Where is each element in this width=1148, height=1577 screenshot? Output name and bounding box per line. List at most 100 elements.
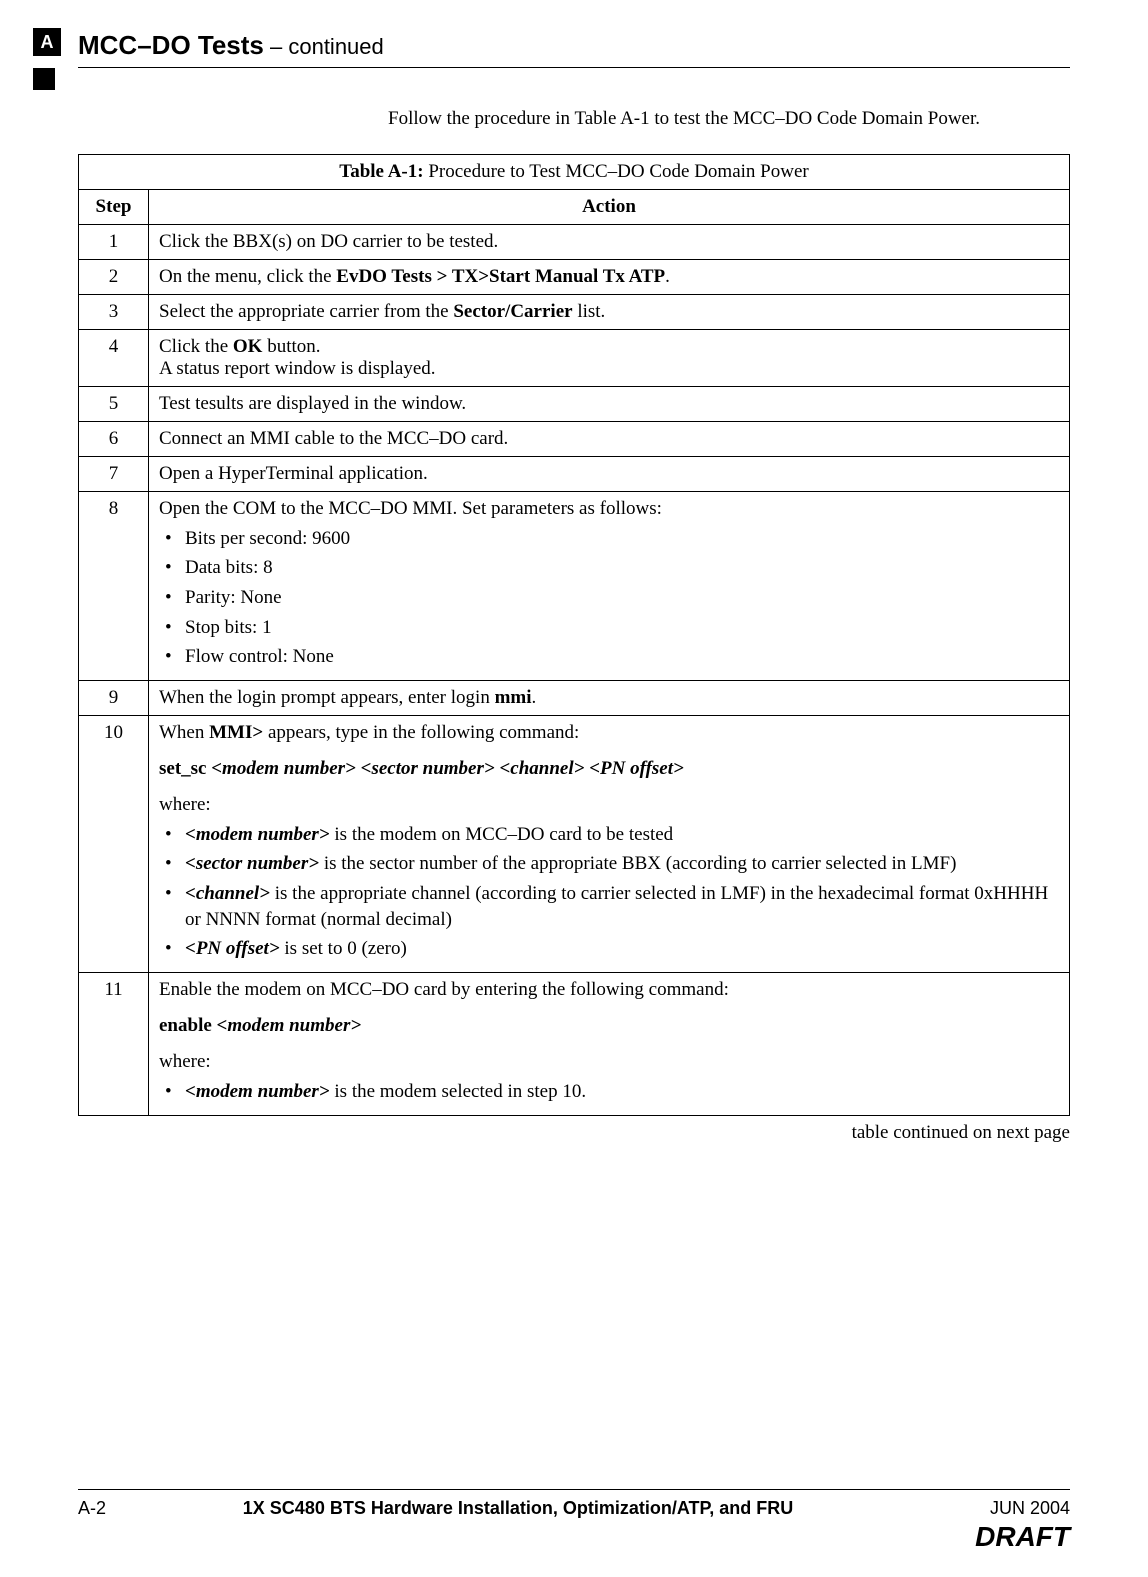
table-row: 5 Test tesults are displayed in the wind… — [79, 386, 1070, 421]
text: Enable the modem on MCC–DO card by enter… — [159, 979, 1059, 1001]
command-text: mmi — [495, 687, 532, 708]
col-header-step: Step — [79, 189, 149, 224]
step-action: Select the appropriate carrier from the … — [149, 294, 1070, 329]
table-row: 11 Enable the modem on MCC–DO card by en… — [79, 973, 1070, 1116]
draft-watermark: DRAFT — [78, 1521, 1070, 1553]
text: Open the COM to the MCC–DO MMI. Set para… — [159, 498, 1059, 520]
ui-label: OK — [233, 336, 263, 357]
command-line: set_sc <modem number> <sector number> <c… — [159, 758, 1059, 780]
where-label: where: — [159, 794, 1059, 816]
table-caption: Table A-1: Procedure to Test MCC–DO Code… — [79, 154, 1070, 189]
step-number: 7 — [79, 456, 149, 491]
text: list. — [573, 301, 606, 322]
step-number: 11 — [79, 973, 149, 1116]
step-action: On the menu, click the EvDO Tests > TX>S… — [149, 259, 1070, 294]
command-arg: <sector number> — [361, 758, 495, 779]
text: button. — [262, 336, 320, 357]
step-number: 2 — [79, 259, 149, 294]
step-number: 10 — [79, 715, 149, 972]
heading-bold: MCC–DO Tests — [78, 30, 264, 60]
list-item: Flow control: None — [159, 644, 1059, 670]
list-item: Bits per second: 9600 — [159, 526, 1059, 552]
text: appears, type in the following command: — [263, 722, 579, 743]
command-line: enable <modem number> — [159, 1015, 1059, 1037]
step-action: Open a HyperTerminal application. — [149, 456, 1070, 491]
arg-name: <sector number> — [185, 853, 319, 874]
table-row: 9 When the login prompt appears, enter l… — [79, 680, 1070, 715]
list-item: Stop bits: 1 — [159, 615, 1059, 641]
text: Click the — [159, 336, 233, 357]
continuation-note: table continued on next page — [78, 1122, 1070, 1144]
table-row: 3 Select the appropriate carrier from th… — [79, 294, 1070, 329]
command-arg: <modem number> — [217, 1015, 362, 1036]
table-row: 6 Connect an MMI cable to the MCC–DO car… — [79, 421, 1070, 456]
arg-name: <channel> — [185, 883, 270, 904]
prompt-text: MMI> — [209, 722, 263, 743]
text: A status report window is displayed. — [159, 358, 1059, 380]
step-number: 5 — [79, 386, 149, 421]
caption-rest: Procedure to Test MCC–DO Code Domain Pow… — [424, 161, 809, 182]
step-number: 3 — [79, 294, 149, 329]
doc-title: 1X SC480 BTS Hardware Installation, Opti… — [106, 1498, 930, 1519]
table-row: 2 On the menu, click the EvDO Tests > TX… — [79, 259, 1070, 294]
step-action: When the login prompt appears, enter log… — [149, 680, 1070, 715]
text: is set to 0 (zero) — [280, 938, 407, 959]
list-item: <modem number> is the modem selected in … — [159, 1079, 1059, 1105]
arg-name: <PN offset> — [185, 938, 280, 959]
step-action: Test tesults are displayed in the window… — [149, 386, 1070, 421]
step-action: When MMI> appears, type in the following… — [149, 715, 1070, 972]
menu-path: EvDO Tests > TX>Start Manual Tx ATP — [336, 266, 665, 287]
col-header-action: Action — [149, 189, 1070, 224]
list-item: <sector number> is the sector number of … — [159, 851, 1059, 877]
list-item: Data bits: 8 — [159, 555, 1059, 581]
revision-bar-icon — [33, 68, 55, 90]
text: is the sector number of the appropriate … — [319, 853, 956, 874]
step-number: 6 — [79, 421, 149, 456]
page-number: A-2 — [78, 1498, 106, 1519]
doc-date: JUN 2004 — [930, 1498, 1070, 1519]
step-action: Open the COM to the MCC–DO MMI. Set para… — [149, 491, 1070, 680]
text: is the appropriate channel (according to… — [185, 883, 1048, 930]
heading-rest: – continued — [264, 34, 384, 59]
intro-paragraph: Follow the procedure in Table A-1 to tes… — [388, 106, 1060, 132]
procedure-table: Table A-1: Procedure to Test MCC–DO Code… — [78, 154, 1070, 1116]
text: . — [532, 687, 537, 708]
text: When the login prompt appears, enter log… — [159, 687, 495, 708]
step-action: Click the OK button. A status report win… — [149, 329, 1070, 386]
page: A MCC–DO Tests – continued Follow the pr… — [0, 0, 1148, 1577]
text: When — [159, 722, 209, 743]
list-item: <channel> is the appropriate channel (ac… — [159, 881, 1059, 932]
list-item: <modem number> is the modem on MCC–DO ca… — [159, 822, 1059, 848]
where-label: where: — [159, 1051, 1059, 1073]
where-list: <modem number> is the modem selected in … — [159, 1079, 1059, 1105]
page-footer: A-2 1X SC480 BTS Hardware Installation, … — [78, 1489, 1070, 1553]
text: . — [665, 266, 670, 287]
text: On the menu, click the — [159, 266, 336, 287]
command-text: set_sc — [159, 758, 211, 779]
step-number: 9 — [79, 680, 149, 715]
table-row: 1 Click the BBX(s) on DO carrier to be t… — [79, 224, 1070, 259]
text: is the modem on MCC–DO card to be tested — [330, 824, 674, 845]
ui-label: Sector/Carrier — [453, 301, 572, 322]
table-row: 4 Click the OK button. A status report w… — [79, 329, 1070, 386]
where-list: <modem number> is the modem on MCC–DO ca… — [159, 822, 1059, 962]
step-number: 8 — [79, 491, 149, 680]
command-arg: <modem number> — [211, 758, 356, 779]
table-row: 7 Open a HyperTerminal application. — [79, 456, 1070, 491]
arg-name: <modem number> — [185, 824, 330, 845]
caption-prefix: Table A-1: — [339, 161, 423, 182]
step-number: 1 — [79, 224, 149, 259]
footer-rule — [78, 1489, 1070, 1490]
command-arg: <PN offset> — [589, 758, 684, 779]
text: is the modem selected in step 10. — [330, 1081, 586, 1102]
list-item: Parity: None — [159, 585, 1059, 611]
list-item: <PN offset> is set to 0 (zero) — [159, 936, 1059, 962]
arg-name: <modem number> — [185, 1081, 330, 1102]
table-row: 8 Open the COM to the MCC–DO MMI. Set pa… — [79, 491, 1070, 680]
step-number: 4 — [79, 329, 149, 386]
page-heading: MCC–DO Tests – continued — [78, 30, 1070, 68]
step-action: Click the BBX(s) on DO carrier to be tes… — [149, 224, 1070, 259]
table-row: 10 When MMI> appears, type in the follow… — [79, 715, 1070, 972]
step-action: Connect an MMI cable to the MCC–DO card. — [149, 421, 1070, 456]
text: Select the appropriate carrier from the — [159, 301, 453, 322]
